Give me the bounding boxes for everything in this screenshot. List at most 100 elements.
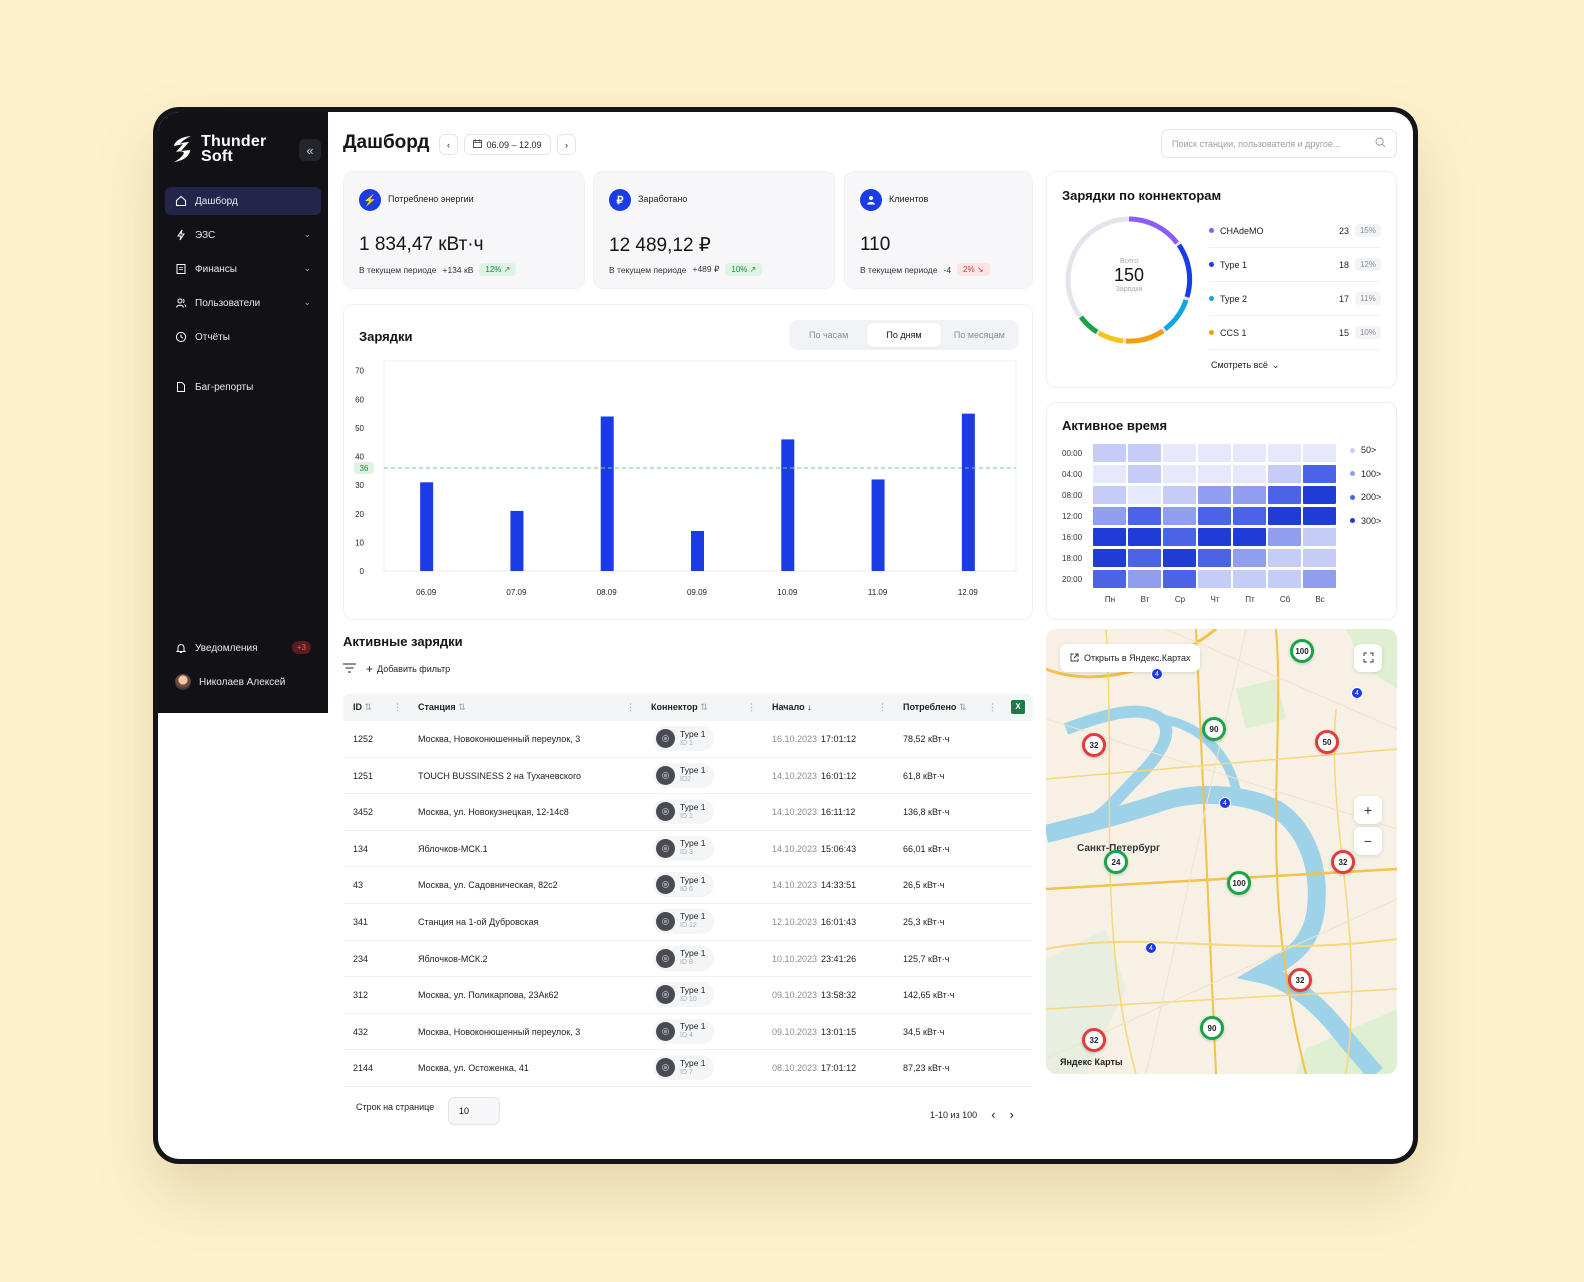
- station-marker[interactable]: 50: [1315, 730, 1339, 754]
- heatmap-cell[interactable]: [1268, 507, 1301, 525]
- column-header-connector[interactable]: Коннектор ⇅: [651, 702, 708, 713]
- heatmap-cell[interactable]: [1198, 444, 1231, 462]
- brand-logo[interactable]: Thunder Soft: [171, 134, 266, 165]
- heatmap-cell[interactable]: [1233, 444, 1266, 462]
- excel-export-icon[interactable]: X: [1011, 700, 1025, 714]
- heatmap-cell[interactable]: [1303, 444, 1336, 462]
- table-row[interactable]: 1252 Москва, Новоконюшенный переулок, 3 Ty…: [343, 721, 1033, 758]
- heatmap-cell[interactable]: [1163, 507, 1196, 525]
- open-yandex-maps-button[interactable]: Открыть в Яндекс.Картах: [1060, 644, 1201, 672]
- filter-icon[interactable]: [343, 663, 356, 675]
- heatmap-cell[interactable]: [1093, 486, 1126, 504]
- table-row[interactable]: 2144 Москва, ул. Остоженка, 41 Type 1 ID 7 0…: [343, 1050, 1033, 1087]
- heatmap-cell[interactable]: [1303, 486, 1336, 504]
- heatmap-cell[interactable]: [1198, 528, 1231, 546]
- heatmap-cell[interactable]: [1093, 507, 1126, 525]
- column-menu-icon[interactable]: ⋮: [747, 702, 756, 712]
- heatmap-cell[interactable]: [1128, 465, 1161, 483]
- station-marker[interactable]: 32: [1288, 968, 1312, 992]
- heatmap-cell[interactable]: [1198, 570, 1231, 588]
- heatmap-cell[interactable]: [1233, 549, 1266, 567]
- station-marker[interactable]: 32: [1331, 850, 1355, 874]
- station-marker[interactable]: 24: [1104, 850, 1128, 874]
- tab-by-days[interactable]: По дням: [867, 323, 941, 347]
- station-marker[interactable]: 100: [1290, 639, 1314, 663]
- heatmap-cell[interactable]: [1303, 507, 1336, 525]
- heatmap-cell[interactable]: [1093, 549, 1126, 567]
- station-marker[interactable]: 90: [1202, 717, 1226, 741]
- heatmap-cell[interactable]: [1093, 444, 1126, 462]
- heatmap-cell[interactable]: [1268, 465, 1301, 483]
- tab-by-months[interactable]: По месяцам: [953, 330, 1005, 340]
- heatmap-cell[interactable]: [1093, 570, 1126, 588]
- prev-period-button[interactable]: ‹: [439, 134, 458, 155]
- column-menu-icon[interactable]: ⋮: [988, 702, 997, 712]
- column-header-consumed[interactable]: Потреблено ⇅: [903, 702, 966, 713]
- zoom-out-button[interactable]: −: [1354, 827, 1382, 855]
- heatmap-cell[interactable]: [1128, 507, 1161, 525]
- heatmap-cell[interactable]: [1093, 528, 1126, 546]
- sidebar-item-notifications[interactable]: Уведомления +3: [165, 634, 321, 662]
- heatmap-cell[interactable]: [1198, 465, 1231, 483]
- collapse-sidebar-button[interactable]: «: [299, 139, 321, 161]
- heatmap-cell[interactable]: [1233, 465, 1266, 483]
- column-header-id[interactable]: ID ⇅: [353, 702, 372, 713]
- heatmap-cell[interactable]: [1128, 444, 1161, 462]
- station-cluster[interactable]: 4: [1219, 797, 1231, 809]
- table-row[interactable]: 432 Москва, Новоконюшенный переулок, 3 Typ…: [343, 1014, 1033, 1051]
- heatmap-cell[interactable]: [1163, 465, 1196, 483]
- tab-by-hours[interactable]: По часам: [808, 330, 849, 340]
- heatmap-cell[interactable]: [1198, 549, 1231, 567]
- heatmap-cell[interactable]: [1303, 528, 1336, 546]
- station-marker[interactable]: 100: [1227, 871, 1251, 895]
- search-input[interactable]: Поиск станции, пользователя и другое...: [1161, 129, 1397, 158]
- table-row[interactable]: 1251 TOUCH BUSSINESS 2 на Тухачевского Typ…: [343, 758, 1033, 795]
- station-marker[interactable]: 90: [1200, 1016, 1224, 1040]
- sidebar-item-reports[interactable]: Отчёты: [165, 323, 321, 351]
- sidebar-item-dashboard[interactable]: Дашборд: [165, 187, 321, 215]
- next-period-button[interactable]: ›: [557, 134, 576, 155]
- heatmap-cell[interactable]: [1303, 549, 1336, 567]
- station-cluster[interactable]: 4: [1145, 942, 1157, 954]
- heatmap-cell[interactable]: [1198, 486, 1231, 504]
- heatmap-cell[interactable]: [1128, 528, 1161, 546]
- heatmap-cell[interactable]: [1163, 444, 1196, 462]
- heatmap-cell[interactable]: [1233, 486, 1266, 504]
- heatmap-cell[interactable]: [1303, 570, 1336, 588]
- connector-row-type2[interactable]: Type 2 17 11%: [1209, 282, 1381, 316]
- heatmap-cell[interactable]: [1163, 570, 1196, 588]
- heatmap-cell[interactable]: [1268, 486, 1301, 504]
- heatmap-cell[interactable]: [1268, 549, 1301, 567]
- heatmap-cell[interactable]: [1268, 444, 1301, 462]
- zoom-in-button[interactable]: +: [1354, 796, 1382, 824]
- column-header-start[interactable]: Начало ↓: [772, 702, 812, 712]
- stations-map[interactable]: Открыть в Яндекс.Картах + − Санкт-Петерб…: [1046, 629, 1397, 1074]
- column-menu-icon[interactable]: ⋮: [878, 702, 887, 712]
- table-row[interactable]: 234 Яблочков-МСК.2 Type 1 ID 8 10.10.2023 23:…: [343, 941, 1033, 978]
- heatmap-cell[interactable]: [1163, 486, 1196, 504]
- heatmap-cell[interactable]: [1198, 507, 1231, 525]
- connector-row-chademo[interactable]: CHAdeMO 23 15%: [1209, 214, 1381, 248]
- fullscreen-button[interactable]: [1354, 644, 1382, 672]
- table-row[interactable]: 3452 Москва, ул. Новокузнецкая, 12-14с8 Ty…: [343, 794, 1033, 831]
- column-header-station[interactable]: Станция ⇅: [418, 702, 466, 713]
- heatmap-cell[interactable]: [1233, 507, 1266, 525]
- heatmap-cell[interactable]: [1233, 528, 1266, 546]
- prev-page-button[interactable]: ‹: [991, 1107, 996, 1122]
- heatmap-cell[interactable]: [1128, 486, 1161, 504]
- station-marker[interactable]: 32: [1082, 1028, 1106, 1052]
- connector-row-ccs1[interactable]: CCS 1 15 10%: [1209, 316, 1381, 350]
- station-cluster[interactable]: 4: [1151, 668, 1163, 680]
- sidebar-item-ezs[interactable]: ЭЗС ⌄: [165, 221, 321, 249]
- table-row[interactable]: 312 Москва, ул. Поликарпова, 23Ак62 Type 1…: [343, 977, 1033, 1014]
- connector-row-type1[interactable]: Type 1 18 12%: [1209, 248, 1381, 282]
- column-menu-icon[interactable]: ⋮: [393, 702, 402, 712]
- heatmap-cell[interactable]: [1163, 528, 1196, 546]
- station-cluster[interactable]: 4: [1351, 687, 1363, 699]
- sidebar-item-finance[interactable]: Финансы ⌄: [165, 255, 321, 283]
- column-menu-icon[interactable]: ⋮: [626, 702, 635, 712]
- heatmap-cell[interactable]: [1303, 465, 1336, 483]
- table-row[interactable]: 134 Яблочков-МСК.1 Type 1 ID 3 14.10.2023 15:…: [343, 831, 1033, 868]
- sidebar-item-users[interactable]: Пользователи ⌄: [165, 289, 321, 317]
